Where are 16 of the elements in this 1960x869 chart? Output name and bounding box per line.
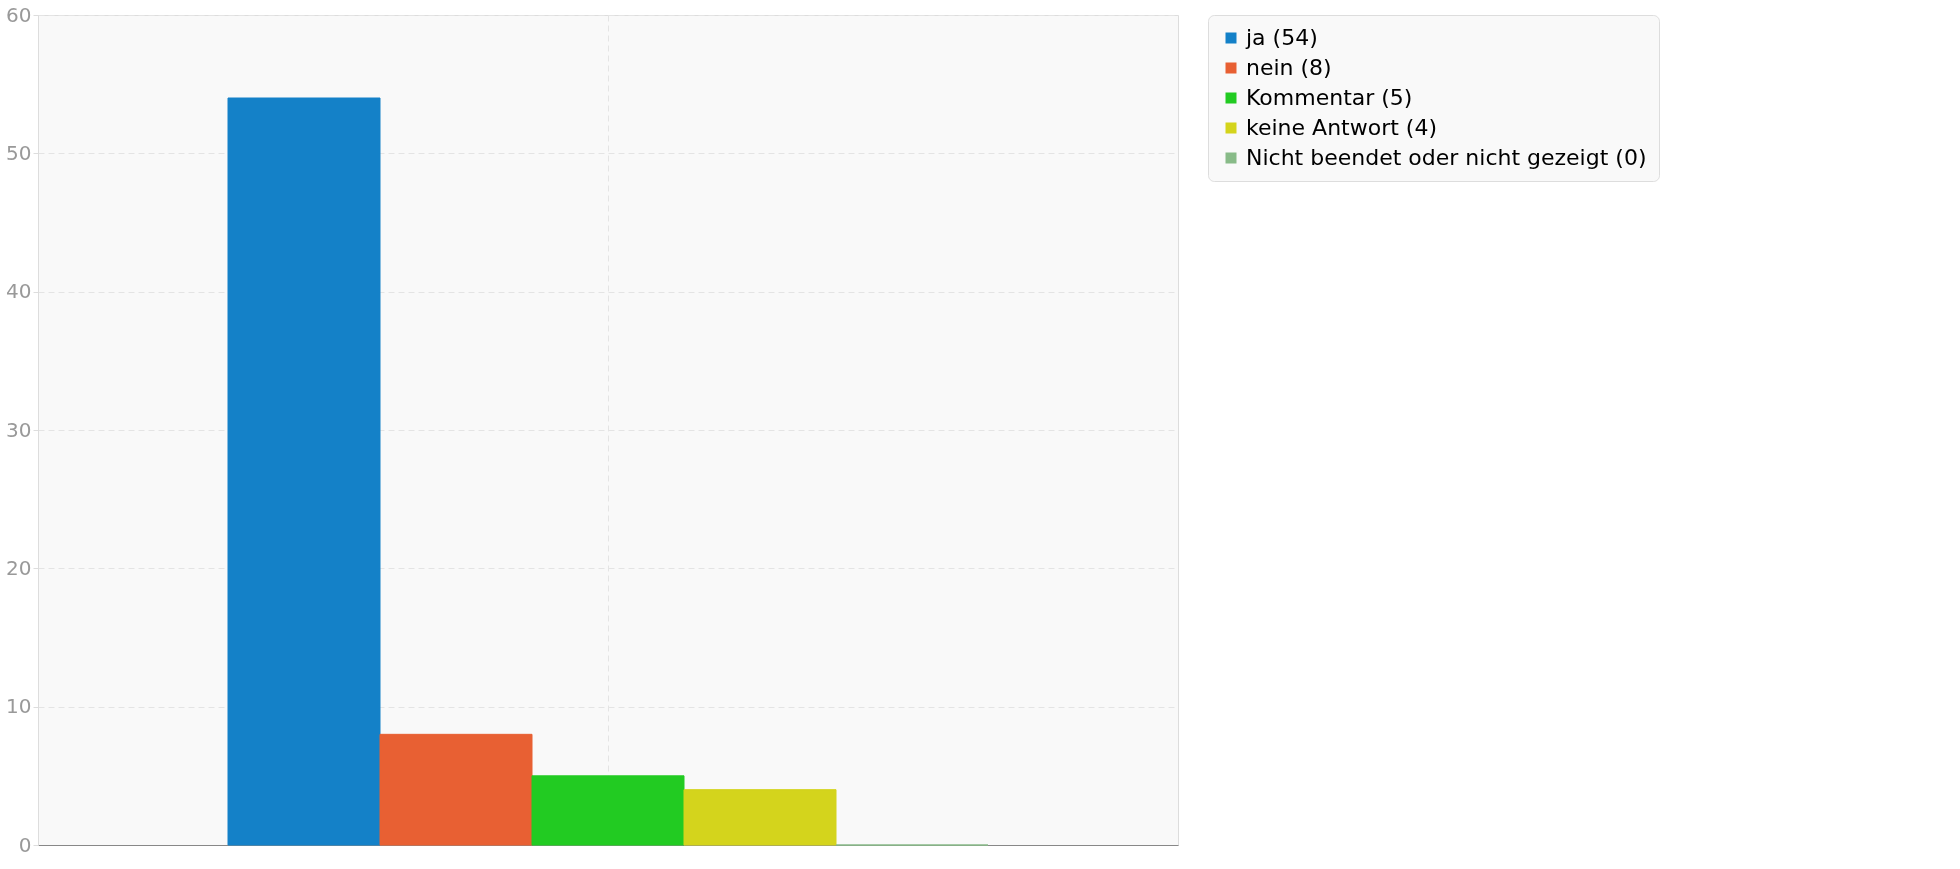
legend-label: Nicht beendet oder nicht gezeigt (0) <box>1246 145 1647 170</box>
y-tick-label: 50 <box>6 140 32 165</box>
y-tick-label: 30 <box>6 417 32 442</box>
bar <box>379 733 533 846</box>
bar <box>683 789 837 846</box>
y-tick-label: 0 <box>18 832 32 857</box>
legend-label: ja (54) <box>1245 25 1318 50</box>
y-tick-label: 40 <box>6 279 32 304</box>
bar <box>531 775 685 846</box>
y-tick-label: 10 <box>6 694 32 719</box>
bar <box>227 97 381 846</box>
legend-label: keine Antwort (4) <box>1246 115 1437 140</box>
legend-label: Kommentar (5) <box>1246 85 1413 110</box>
y-tick-label: 60 <box>6 2 32 27</box>
legend-label: nein (8) <box>1246 55 1332 80</box>
y-tick-label: 20 <box>6 555 32 580</box>
